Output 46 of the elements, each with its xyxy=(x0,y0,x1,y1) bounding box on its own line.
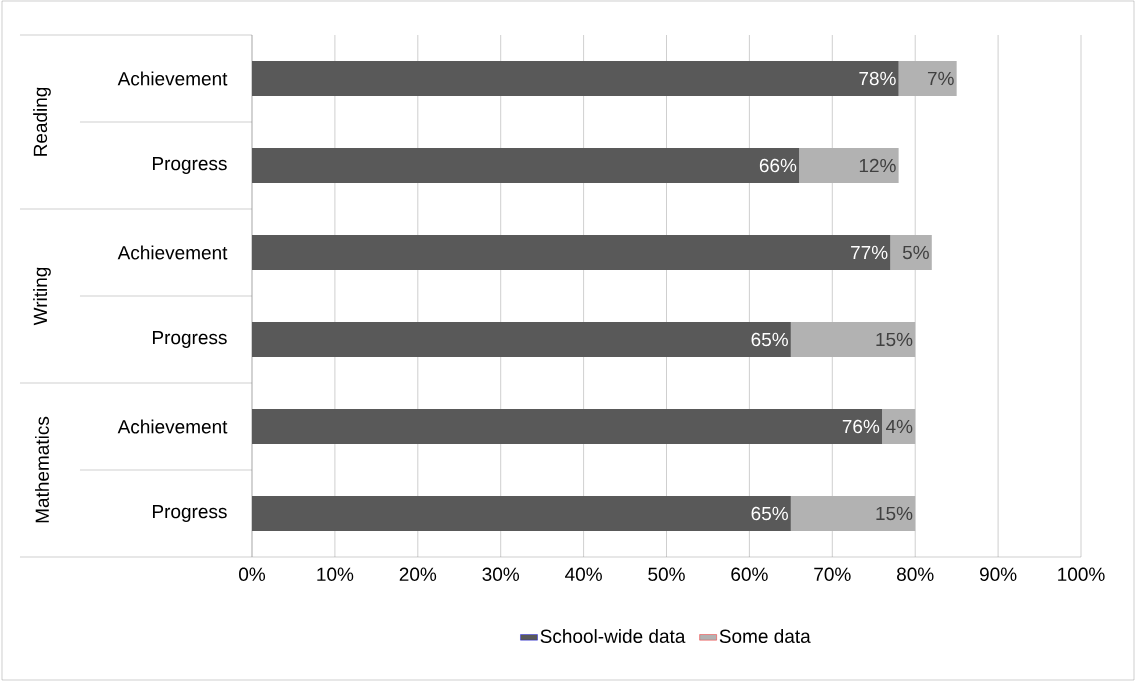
x-tick-label: 60% xyxy=(731,567,768,581)
x-tick-label: 50% xyxy=(648,567,685,581)
bar xyxy=(890,235,932,270)
bar xyxy=(799,148,899,183)
legend-label: School-wide data xyxy=(540,629,686,644)
bar xyxy=(252,235,891,270)
text: Mathematics xyxy=(35,416,49,523)
data-label: 15% xyxy=(876,332,913,347)
data-label: 15% xyxy=(876,506,913,521)
x-tick-label: 10% xyxy=(317,567,354,581)
data-label: 77% xyxy=(851,245,888,260)
bar xyxy=(252,322,791,357)
x-tick-label: 0% xyxy=(239,567,266,581)
x-tick-label: 100% xyxy=(1058,567,1105,581)
x-tick-label: 40% xyxy=(565,567,602,581)
x-tick-label: 80% xyxy=(897,567,934,581)
data-label: 5% xyxy=(902,245,929,260)
data-label: 76% xyxy=(842,419,880,434)
bar xyxy=(790,496,916,532)
y-tick-label: Progress xyxy=(153,156,227,175)
y-tick-label: Achievement xyxy=(117,71,228,86)
y-tick-label: Progress xyxy=(153,504,227,523)
data-label: 4% xyxy=(885,419,913,434)
bar xyxy=(898,61,957,96)
y-tick-label: Achievement xyxy=(117,245,228,260)
data-label: 12% xyxy=(859,158,896,173)
bar xyxy=(252,409,883,445)
y-tick-label: Progress xyxy=(153,330,227,349)
bar xyxy=(882,409,916,445)
bar xyxy=(252,148,800,183)
x-tick-label: 70% xyxy=(814,567,851,581)
bar xyxy=(252,496,791,532)
data-label: 78% xyxy=(859,71,896,86)
x-tick-label: 90% xyxy=(979,567,1017,581)
data-label: 65% xyxy=(751,332,788,347)
data-label: 66% xyxy=(759,158,797,173)
text: Reading xyxy=(33,87,51,156)
data-label: 7% xyxy=(927,71,954,86)
bar xyxy=(790,322,916,357)
y-tick-label: Achievement xyxy=(117,419,228,434)
x-tick-label: 20% xyxy=(399,567,437,581)
bar xyxy=(252,61,899,96)
text: Writing xyxy=(33,267,51,326)
legend-label: Some data xyxy=(719,629,811,644)
data-label: 65% xyxy=(751,506,788,521)
x-tick-label: 30% xyxy=(482,567,520,581)
